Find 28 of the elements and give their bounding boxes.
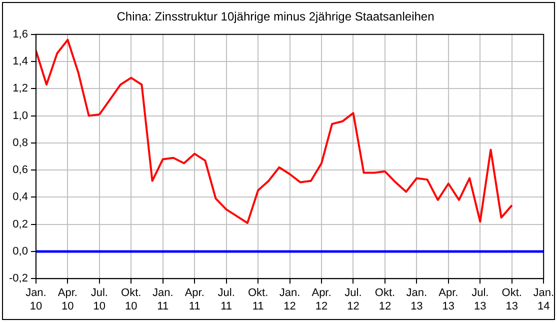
- x-tick-label: Jan. 14: [533, 287, 554, 312]
- y-tick-label: 0,4: [12, 191, 28, 204]
- x-tick-label: Apr. 10: [58, 287, 78, 312]
- chart-title: China: Zinsstruktur 10jährige minus 2jährige Staatsanleihen: [116, 10, 434, 24]
- x-tick-label: Jul. 11: [218, 287, 235, 312]
- x-tick-label: Okt. 10: [121, 287, 142, 312]
- x-tick-label: Okt. 12: [374, 287, 396, 312]
- x-tick-label: Jan. 10: [26, 287, 46, 312]
- y-tick-label: 1,4: [12, 56, 28, 68]
- y-tick-label: 1,0: [12, 110, 28, 122]
- x-tick-label: Jan. 12: [279, 287, 300, 312]
- y-tick-label: 0,6: [12, 164, 28, 176]
- x-tick-label: Jul. 13: [472, 287, 489, 312]
- x-tick-label: Apr. 12: [312, 287, 332, 312]
- x-tick-label: Jul. 10: [90, 287, 108, 312]
- y-tick-label: 1,2: [12, 82, 28, 95]
- x-tick-label: Jan. 13: [406, 287, 428, 312]
- y-tick-label: 0,0: [12, 246, 28, 258]
- x-tick-label: Okt. 11: [248, 287, 268, 312]
- x-tick-label: Jul. 12: [344, 287, 362, 312]
- y-tick-label: 1,6: [12, 28, 28, 40]
- y-tick-label: 0,8: [12, 136, 28, 149]
- x-tick-label: Apr. 11: [184, 287, 204, 312]
- x-tick-label: Jan. 11: [152, 287, 174, 312]
- x-tick-label: Okt. 13: [502, 287, 522, 312]
- y-tick-label: 0,2: [12, 218, 28, 230]
- y-tick-label: -0,2: [8, 272, 28, 285]
- x-tick-label: Apr. 13: [438, 287, 458, 312]
